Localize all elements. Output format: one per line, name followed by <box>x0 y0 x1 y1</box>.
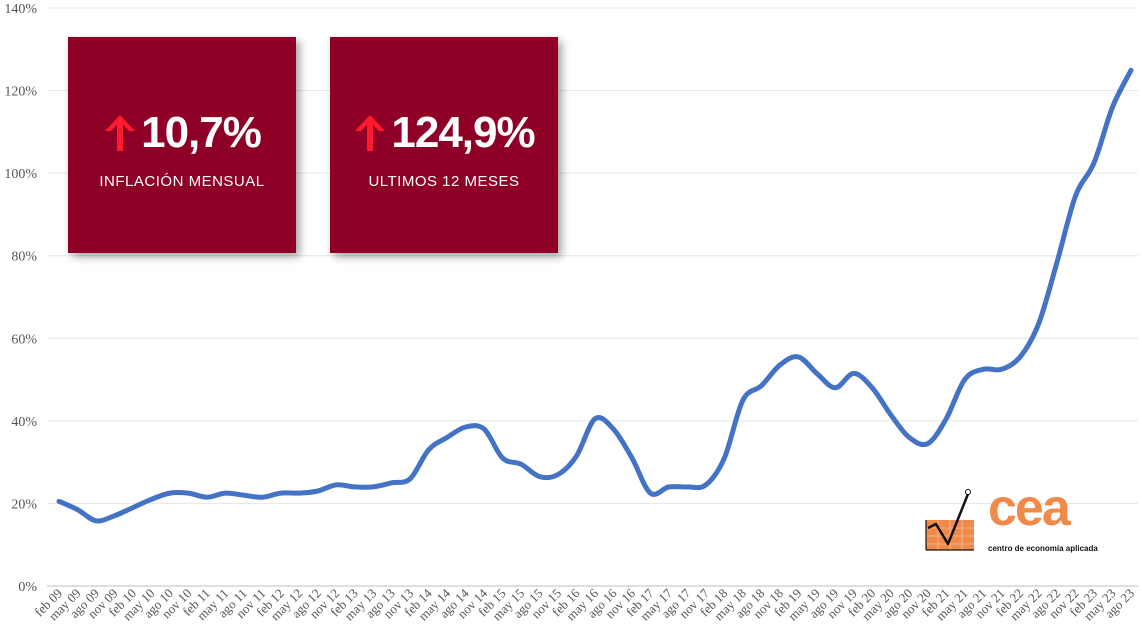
y-tick-label: 120% <box>4 85 37 100</box>
y-tick-label: 140% <box>4 2 37 17</box>
series-line-inflation <box>56 67 1134 524</box>
y-tick-label: 20% <box>11 497 37 512</box>
cea-logo: cea centro de economía aplicada <box>924 482 1104 558</box>
annual-inflation-card: 124,9% ULTIMOS 12 MESES <box>330 37 558 253</box>
monthly-inflation-label: INFLACIÓN MENSUAL <box>99 173 265 190</box>
chart-check-logo-icon <box>925 489 974 551</box>
annual-inflation-label: ULTIMOS 12 MESES <box>368 173 520 190</box>
y-tick-label: 80% <box>11 250 37 265</box>
monthly-inflation-card: 10,7% INFLACIÓN MENSUAL <box>68 37 296 253</box>
y-tick-label: 60% <box>11 332 37 347</box>
y-tick-label: 40% <box>11 415 37 430</box>
annual-inflation-value: 124,9% <box>391 108 535 157</box>
y-axis-ticks: 0% 20% 40% 60% 80% 100% 120% 140% <box>4 2 37 595</box>
arrow-up-icon <box>355 115 386 151</box>
y-tick-label: 100% <box>4 167 37 182</box>
logo-wordmark: cea <box>988 479 1071 537</box>
logo-subtitle: centro de economía aplicada <box>988 544 1098 553</box>
monthly-inflation-value: 10,7% <box>141 108 262 157</box>
y-tick-label: 0% <box>18 580 37 595</box>
arrow-up-icon <box>105 115 136 151</box>
